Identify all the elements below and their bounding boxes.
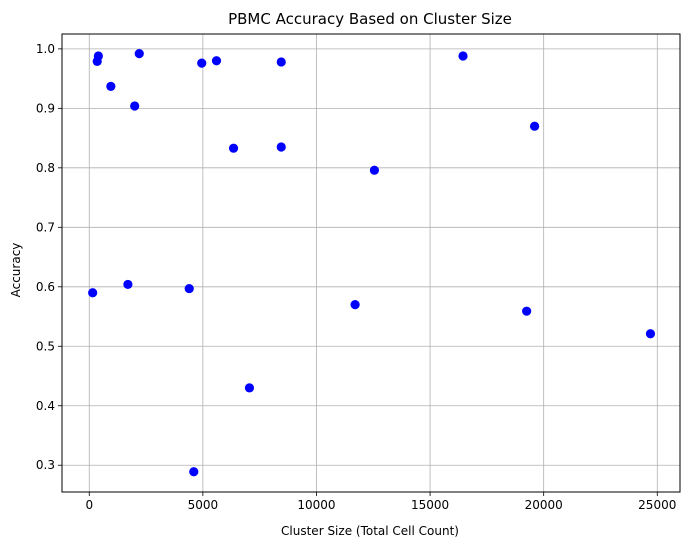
y-tick-label: 1.0 (36, 42, 55, 56)
data-point (88, 288, 98, 298)
x-axis-label: Cluster Size (Total Cell Count) (281, 524, 459, 538)
y-tick-label: 0.8 (36, 161, 55, 175)
data-point (228, 143, 239, 153)
y-tick-label: 0.6 (36, 280, 55, 294)
data-point (369, 165, 380, 175)
y-tick-label: 0.7 (36, 220, 55, 234)
x-tick-label: 20000 (525, 498, 563, 512)
data-point (130, 101, 140, 111)
axis-ticks: 0 5000 10000 15000 20000 25000 0.3 0.4 0.5 0.6 0.7… (36, 42, 676, 512)
data-point (189, 467, 199, 477)
data-point (645, 329, 656, 339)
chart-title: PBMC Accuracy Based on Cluster Size (228, 10, 512, 28)
data-points (88, 49, 656, 477)
data-point (458, 51, 468, 61)
data-point (197, 58, 207, 68)
y-tick-label: 0.9 (36, 101, 55, 115)
data-point (522, 306, 532, 316)
grid-lines (62, 34, 680, 492)
data-point (276, 142, 286, 152)
data-point (211, 56, 222, 66)
data-point (106, 81, 116, 91)
data-point (93, 51, 103, 61)
y-tick-label: 0.4 (36, 399, 55, 413)
data-point (350, 300, 360, 310)
data-point (123, 279, 133, 290)
plot-frame (61, 33, 681, 493)
data-point (134, 49, 144, 59)
x-tick-label: 10000 (297, 498, 335, 512)
data-point (184, 283, 194, 294)
data-point (244, 383, 255, 393)
y-tick-label: 0.3 (36, 458, 55, 472)
x-tick-label: 15000 (411, 498, 449, 512)
x-tick-label: 5000 (188, 498, 219, 512)
y-tick-label: 0.5 (36, 339, 55, 353)
x-tick-label: 25000 (638, 498, 676, 512)
x-tick-label: 0 (85, 498, 93, 512)
data-point (529, 121, 540, 131)
y-axis-label: Accuracy (9, 243, 23, 298)
data-point (276, 57, 286, 67)
